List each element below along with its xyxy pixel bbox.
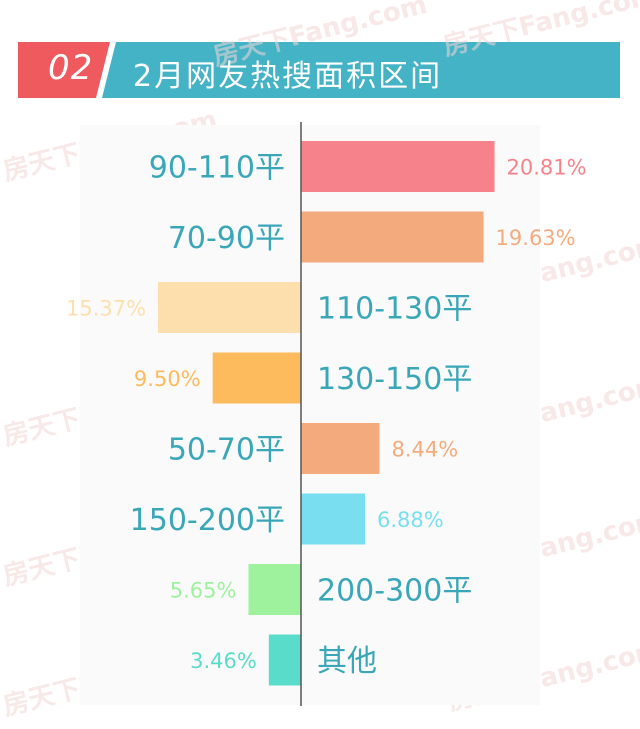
bar [212,352,301,404]
data-label: 15.37% [66,297,146,321]
chart-title: 2月网友热搜面积区间 [133,59,443,94]
data-label: 19.63% [496,226,576,250]
bar [158,282,301,333]
category-label: 90-110平 [149,151,285,186]
header-badge [18,42,110,98]
chart-header: 02 2月网友热搜面积区间 [18,42,620,98]
category-label: 其他 [317,644,377,679]
header-divider [96,42,116,98]
bar [301,423,380,474]
category-label: 70-90平 [168,221,285,256]
data-label: 9.50% [134,367,201,391]
data-label: 8.44% [391,438,458,462]
bar [268,634,301,686]
category-label: 200-300平 [317,574,472,609]
category-label: 110-130平 [317,292,472,327]
bar [301,211,484,263]
category-label: 130-150平 [317,362,472,397]
category-label: 50-70平 [168,433,285,468]
header-title-bar [88,42,620,98]
data-label: 20.81% [507,156,587,180]
data-label: 5.65% [170,579,237,603]
section-number: 02 [48,48,94,88]
data-label: 3.46% [190,649,257,673]
bar [301,493,365,545]
bar [248,564,301,615]
bar [301,141,495,192]
data-label: 6.88% [377,508,444,532]
category-label: 150-200平 [130,503,285,538]
header-background [18,42,620,98]
